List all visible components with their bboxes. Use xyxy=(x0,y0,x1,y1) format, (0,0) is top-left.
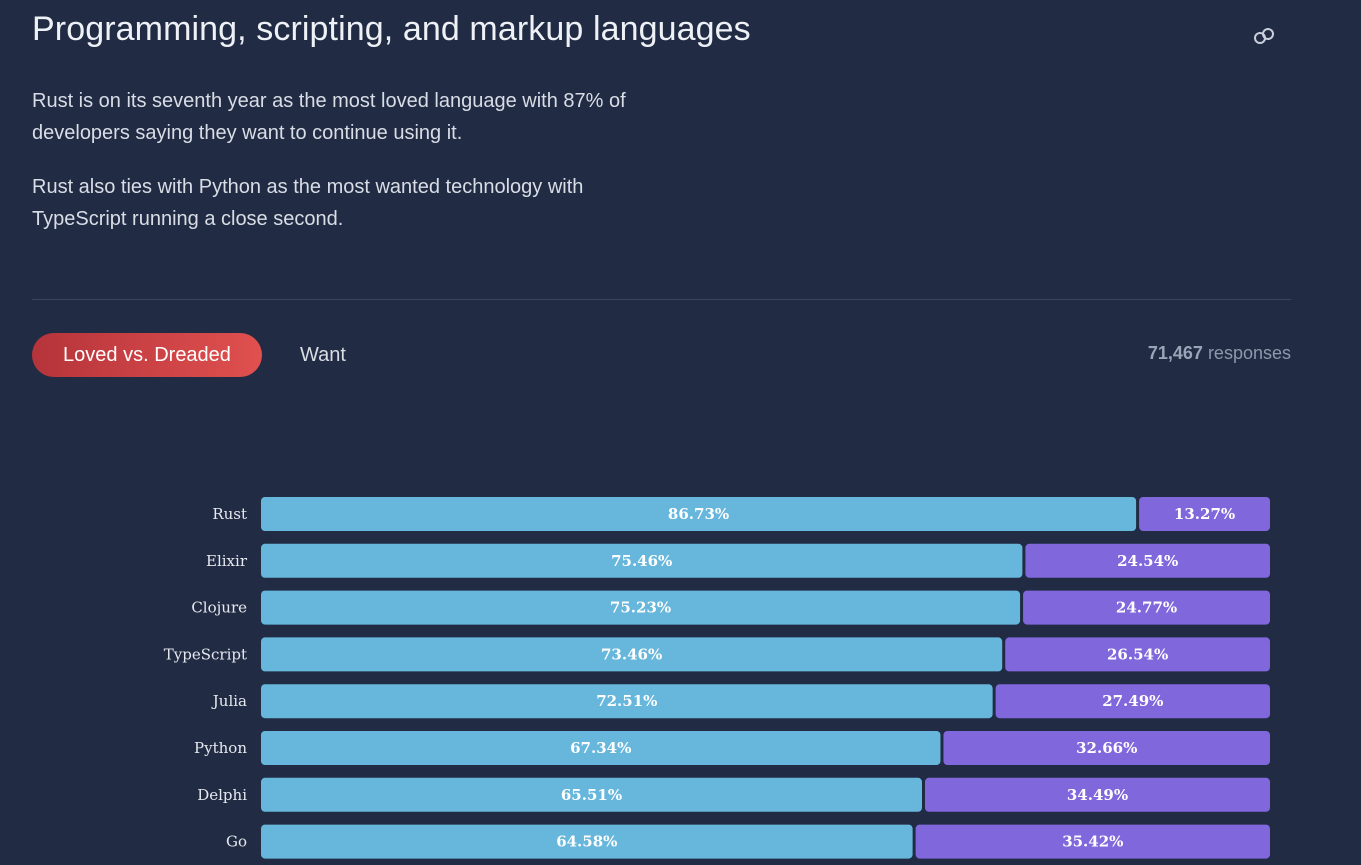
responses-count: 71,467 responses xyxy=(1148,343,1291,364)
bar-dreaded[interactable] xyxy=(924,777,1270,812)
value-label-loved: 64.58% xyxy=(556,833,617,851)
bar-dreaded[interactable] xyxy=(1005,637,1270,672)
value-label-dreaded: 24.54% xyxy=(1117,552,1178,570)
responses-label: responses xyxy=(1207,343,1291,363)
value-label-loved: 75.46% xyxy=(611,552,672,570)
value-label-loved: 72.51% xyxy=(596,692,657,710)
tab-want[interactable]: Want xyxy=(300,344,346,366)
bar-dreaded[interactable] xyxy=(1023,590,1270,625)
value-label-dreaded: 35.42% xyxy=(1062,833,1123,851)
value-label-dreaded: 26.54% xyxy=(1107,645,1168,663)
bar-dreaded[interactable] xyxy=(943,731,1270,765)
link-icon[interactable] xyxy=(1252,24,1276,48)
bar-loved[interactable] xyxy=(261,497,1137,531)
category-label: Delphi xyxy=(197,786,247,804)
bar-loved[interactable] xyxy=(261,777,922,812)
value-label-dreaded: 24.77% xyxy=(1116,599,1177,617)
bar-dreaded[interactable] xyxy=(915,824,1270,859)
bar-dreaded[interactable] xyxy=(1139,497,1270,531)
value-label-dreaded: 32.66% xyxy=(1076,739,1137,757)
category-label: Julia xyxy=(211,692,247,710)
bar-dreaded[interactable] xyxy=(995,684,1270,719)
bar-dreaded[interactable] xyxy=(1025,543,1270,578)
category-label: Clojure xyxy=(191,599,247,617)
category-label: Python xyxy=(194,739,247,757)
intro-paragraph-1: Rust is on its seventh year as the most … xyxy=(32,90,626,144)
responses-number: 71,467 xyxy=(1147,343,1203,363)
value-label-loved: 86.73% xyxy=(668,505,729,523)
bar-loved[interactable] xyxy=(261,684,993,719)
value-label-dreaded: 13.27% xyxy=(1174,505,1235,523)
value-label-dreaded: 27.49% xyxy=(1102,692,1163,710)
value-label-loved: 65.51% xyxy=(561,786,622,804)
stacked-bar-chart: Rust 86.73% 13.27% Elixir 75.46% 24.54% Clojur… xyxy=(164,497,1270,859)
value-label-loved: 75.23% xyxy=(610,599,671,617)
tab-loved-vs-dreaded[interactable]: Loved vs. Dreaded xyxy=(32,333,262,377)
bar-loved[interactable] xyxy=(261,543,1023,578)
category-label: Go xyxy=(226,833,247,851)
value-label-dreaded: 34.49% xyxy=(1067,786,1128,804)
value-label-loved: 73.46% xyxy=(601,645,662,663)
bar-loved[interactable] xyxy=(261,637,1003,672)
category-label: TypeScript xyxy=(164,645,247,663)
category-label: Rust xyxy=(212,505,247,523)
divider xyxy=(32,299,1291,300)
category-label: Elixir xyxy=(206,552,248,570)
bar-loved[interactable] xyxy=(261,824,913,859)
intro-paragraph-2: Rust also ties with Python as the most w… xyxy=(32,176,584,230)
page-title: Programming, scripting, and markup langu… xyxy=(32,10,751,48)
value-label-loved: 67.34% xyxy=(570,739,631,757)
bar-loved[interactable] xyxy=(261,731,941,765)
bar-loved[interactable] xyxy=(261,590,1021,625)
